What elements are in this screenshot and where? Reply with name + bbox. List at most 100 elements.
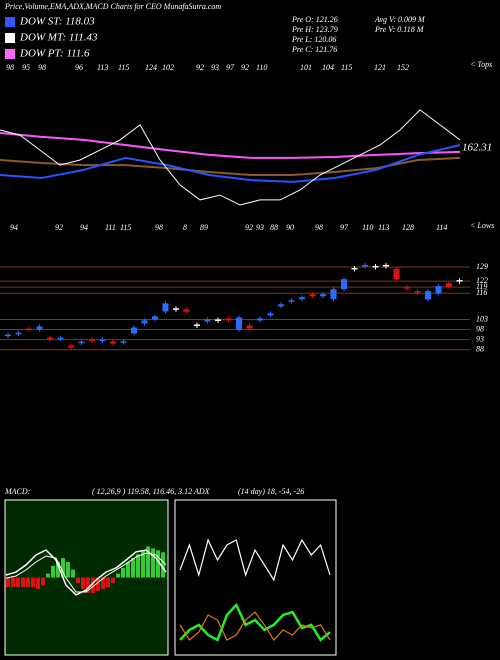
candle (173, 308, 179, 310)
candle (141, 320, 148, 324)
macd-bar (26, 577, 30, 588)
top-label: 96 (75, 63, 83, 72)
candle (320, 294, 326, 297)
macd-bar (51, 565, 55, 578)
macd-bar (6, 577, 10, 588)
candle (183, 309, 190, 312)
level-label: 93 (476, 334, 484, 343)
top-label: 121 (374, 63, 386, 72)
info: Avg V: 0.009 M (374, 15, 426, 24)
legend-label: DOW PT: 111.6 (19, 48, 90, 60)
low-label: 110 (362, 223, 373, 232)
top-label: 115 (118, 63, 129, 72)
low-label: 115 (120, 223, 131, 232)
macd-bar (136, 554, 140, 578)
candle (299, 297, 305, 300)
macd-bar (66, 562, 70, 578)
low-label: 111 (105, 223, 116, 232)
low-label: 113 (378, 223, 389, 232)
macd-bar (121, 567, 125, 578)
macd-label: MACD: (4, 487, 31, 496)
macd-bar (16, 577, 20, 588)
macd-bar (101, 577, 105, 590)
low-label: 90 (286, 223, 294, 232)
low-label: 92 (55, 223, 63, 232)
candle (372, 265, 379, 268)
title: Price,Volume,EMA,ADX,MACD Charts for CEO… (4, 2, 221, 11)
ema-line (0, 109, 461, 206)
candle (246, 325, 253, 329)
candle (5, 334, 11, 337)
macd-bar (61, 558, 65, 578)
candle (414, 291, 421, 293)
top-label: 93 (211, 63, 219, 72)
tops-caption: < Tops (470, 60, 492, 69)
low-label: 98 (155, 223, 163, 232)
macd-bar (11, 577, 15, 588)
candle (47, 337, 53, 340)
top-label: 110 (256, 63, 267, 72)
low-label: 94 (80, 223, 88, 232)
low-label: 94 (10, 223, 18, 232)
candle (288, 300, 295, 302)
level-label: 119 (476, 282, 487, 291)
info: Pre H: 123.79 (291, 25, 338, 34)
low-label: 128 (402, 223, 414, 232)
macd-bar (106, 577, 110, 588)
level-label: 129 (476, 262, 488, 271)
top-label: 98 (6, 63, 14, 72)
candle (26, 328, 32, 331)
macd-bar (36, 577, 40, 590)
low-label: 89 (200, 223, 208, 232)
level-label: 88 (476, 345, 484, 354)
candle (120, 341, 127, 343)
macd-bar (76, 577, 80, 584)
low-label: 92 (245, 223, 253, 232)
candle (456, 280, 463, 282)
candle (152, 316, 158, 320)
candle (204, 319, 211, 322)
level-label: 103 (476, 314, 488, 323)
candle (15, 332, 22, 335)
macd-line (5, 552, 167, 593)
candle (383, 264, 389, 267)
candle (330, 289, 337, 300)
top-label: 124 (145, 63, 157, 72)
level-label: 122 (476, 276, 488, 285)
macd-bar (156, 550, 160, 578)
macd-bar (41, 577, 45, 586)
candle (215, 319, 221, 321)
macd-bar (126, 562, 130, 578)
macd-bar (46, 573, 50, 578)
legend-swatch (5, 17, 15, 27)
candle (257, 318, 263, 321)
macd-bar (91, 577, 95, 593)
top-label: 97 (226, 63, 235, 72)
macd-bar (141, 550, 145, 578)
macd-bar (86, 577, 90, 593)
macd-bar (71, 569, 75, 578)
legend-label: DOW MT: 111.43 (19, 32, 98, 44)
macd-bar (161, 552, 165, 578)
candle (309, 294, 316, 297)
low-label: 8 (183, 223, 187, 232)
adx-label: (14 day) 18, -54, -26 (238, 487, 304, 496)
macd-bar (31, 577, 35, 588)
top-label: 92 (241, 63, 249, 72)
legend-label: DOW ST: 118.03 (19, 16, 95, 28)
macd-bar (81, 577, 85, 590)
candle (57, 337, 64, 340)
macd-bar (21, 577, 25, 588)
last-label: 162.31 (462, 142, 492, 154)
level-label: 116 (476, 288, 487, 297)
candle (425, 291, 431, 300)
candle (225, 318, 232, 321)
low-label: 97 (340, 223, 349, 232)
info: Pre C: 121.76 (291, 45, 337, 54)
macd-bar (56, 562, 60, 578)
candle (362, 264, 368, 267)
macd-params: ( 12,26,9 ) 119.58, 116.46, 3.12 ADX (92, 487, 211, 496)
top-label: 98 (38, 63, 46, 72)
